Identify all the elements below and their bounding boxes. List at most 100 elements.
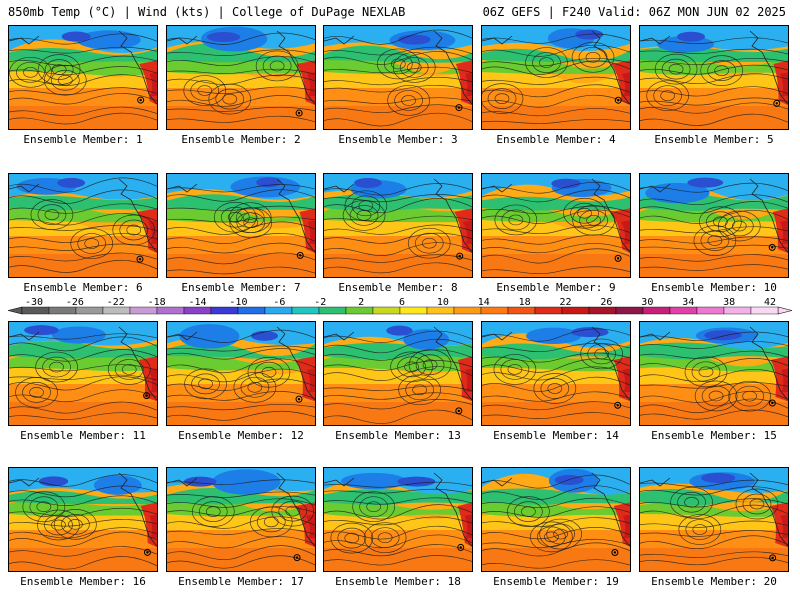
colorbar-tick-label: 2 xyxy=(358,297,364,308)
colorbar-tick-label: 10 xyxy=(437,297,449,308)
ensemble-panel[interactable]: Ensemble Member: 11 xyxy=(8,321,158,443)
colorbar-tick-label: 30 xyxy=(641,297,653,308)
colorbar-swatch xyxy=(696,306,725,315)
temperature-map xyxy=(639,321,789,426)
ensemble-panel[interactable]: Ensemble Member: 1 xyxy=(8,25,158,147)
colorbar-swatch xyxy=(588,306,617,315)
colorbar-swatch xyxy=(48,306,77,315)
colorbar-swatch xyxy=(75,306,104,315)
header: 850mb Temp (°C) | Wind (kts) | College o… xyxy=(0,0,800,24)
colorbar-swatch xyxy=(426,306,455,315)
colorbar-tick-label: -2 xyxy=(314,297,326,308)
colorbar-swatch xyxy=(372,306,401,315)
panel-caption: Ensemble Member: 17 xyxy=(178,575,304,588)
temperature-map xyxy=(166,173,316,278)
temperature-map xyxy=(166,25,316,130)
ensemble-panel[interactable]: Ensemble Member: 9 xyxy=(481,173,631,295)
panel-caption: Ensemble Member: 1 xyxy=(23,133,143,146)
temperature-map xyxy=(8,321,158,426)
colorbar-swatch xyxy=(21,306,50,315)
temperature-map xyxy=(481,321,631,426)
title-right: 06Z GEFS | F240 Valid: 06Z MON JUN 02 20… xyxy=(482,5,786,19)
temperature-map xyxy=(323,467,473,572)
colorbar-swatch xyxy=(453,306,482,315)
colorbar-swatch xyxy=(561,306,590,315)
temperature-map xyxy=(639,25,789,130)
temperature-map xyxy=(639,467,789,572)
temperature-map xyxy=(323,25,473,130)
temperature-map xyxy=(481,25,631,130)
panel-caption: Ensemble Member: 5 xyxy=(654,133,774,146)
ensemble-panel[interactable]: Ensemble Member: 16 xyxy=(8,467,158,589)
temperature-map xyxy=(166,467,316,572)
colorbar-right-arrow xyxy=(777,306,792,315)
panel-caption: Ensemble Member: 10 xyxy=(651,281,777,294)
colorbar-swatch xyxy=(102,306,131,315)
ensemble-panel[interactable]: Ensemble Member: 13 xyxy=(323,321,473,443)
colorbar-swatch xyxy=(750,306,779,315)
colorbar-left-arrow xyxy=(8,306,23,315)
panel-caption: Ensemble Member: 11 xyxy=(20,429,146,442)
colorbar-tick-label: 26 xyxy=(600,297,612,308)
colorbar-tick-label: -26 xyxy=(66,297,84,308)
panel-caption: Ensemble Member: 12 xyxy=(178,429,304,442)
colorbar-tick-label: 6 xyxy=(399,297,405,308)
temperature-map xyxy=(323,321,473,426)
panel-caption: Ensemble Member: 7 xyxy=(181,281,301,294)
ensemble-panel[interactable]: Ensemble Member: 7 xyxy=(166,173,316,295)
colorbar-tick-label: -30 xyxy=(25,297,43,308)
ensemble-panel[interactable]: Ensemble Member: 19 xyxy=(481,467,631,589)
panel-caption: Ensemble Member: 4 xyxy=(496,133,616,146)
ensemble-panel[interactable]: Ensemble Member: 2 xyxy=(166,25,316,147)
colorbar-swatch xyxy=(129,306,158,315)
temperature-map xyxy=(481,467,631,572)
title-left: 850mb Temp (°C) | Wind (kts) | College o… xyxy=(8,5,406,19)
colorbar-tick-label: -10 xyxy=(229,297,247,308)
colorbar-swatch xyxy=(318,306,347,315)
ensemble-panel[interactable]: Ensemble Member: 17 xyxy=(166,467,316,589)
ensemble-panel[interactable]: Ensemble Member: 5 xyxy=(639,25,789,147)
colorbar-swatch xyxy=(642,306,671,315)
ensemble-panel[interactable]: Ensemble Member: 15 xyxy=(639,321,789,443)
panel-caption: Ensemble Member: 2 xyxy=(181,133,301,146)
panel-caption: Ensemble Member: 14 xyxy=(493,429,619,442)
colorbar-swatch xyxy=(237,306,266,315)
colorbar-tick-label: 22 xyxy=(560,297,572,308)
temperature-map xyxy=(639,173,789,278)
panel-caption: Ensemble Member: 20 xyxy=(651,575,777,588)
panel-caption: Ensemble Member: 6 xyxy=(23,281,143,294)
temperature-map xyxy=(481,173,631,278)
colorbar-swatch xyxy=(507,306,536,315)
temperature-map xyxy=(323,173,473,278)
ensemble-panel[interactable]: Ensemble Member: 10 xyxy=(639,173,789,295)
ensemble-panel[interactable]: Ensemble Member: 3 xyxy=(323,25,473,147)
colorbar-swatch xyxy=(615,306,644,315)
colorbar-swatch xyxy=(399,306,428,315)
ensemble-panel[interactable]: Ensemble Member: 6 xyxy=(8,173,158,295)
colorbar-swatch xyxy=(345,306,374,315)
temperature-map xyxy=(8,25,158,130)
colorbar-swatch xyxy=(480,306,509,315)
colorbar-swatch xyxy=(156,306,185,315)
panel-caption: Ensemble Member: 15 xyxy=(651,429,777,442)
panel-caption: Ensemble Member: 9 xyxy=(496,281,616,294)
ensemble-panel[interactable]: Ensemble Member: 12 xyxy=(166,321,316,443)
panel-caption: Ensemble Member: 13 xyxy=(335,429,461,442)
panel-caption: Ensemble Member: 19 xyxy=(493,575,619,588)
colorbar-svg: -30 -26 -22 -18 -14 -10 -6 -2 2 6 10 14 18 22 26 30 34 38… xyxy=(8,297,792,315)
ensemble-panel[interactable]: Ensemble Member: 14 xyxy=(481,321,631,443)
colorbar-tick-label: -14 xyxy=(189,297,207,308)
colorbar-tick-label: -18 xyxy=(148,297,166,308)
ensemble-panel[interactable]: Ensemble Member: 4 xyxy=(481,25,631,147)
ensemble-panel[interactable]: Ensemble Member: 20 xyxy=(639,467,789,589)
ensemble-panel[interactable]: Ensemble Member: 8 xyxy=(323,173,473,295)
temperature-map xyxy=(166,321,316,426)
ensemble-panel[interactable]: Ensemble Member: 18 xyxy=(323,467,473,589)
colorbar-tick-label: 34 xyxy=(682,297,694,308)
colorbar-tick-label: 18 xyxy=(519,297,531,308)
temperature-colorbar: -30 -26 -22 -18 -14 -10 -6 -2 2 6 10 14 18 22 26 30 34 38… xyxy=(8,296,792,318)
panel-caption: Ensemble Member: 16 xyxy=(20,575,146,588)
colorbar-swatch xyxy=(669,306,698,315)
colorbar-swatch xyxy=(264,306,293,315)
colorbar-swatch xyxy=(210,306,239,315)
